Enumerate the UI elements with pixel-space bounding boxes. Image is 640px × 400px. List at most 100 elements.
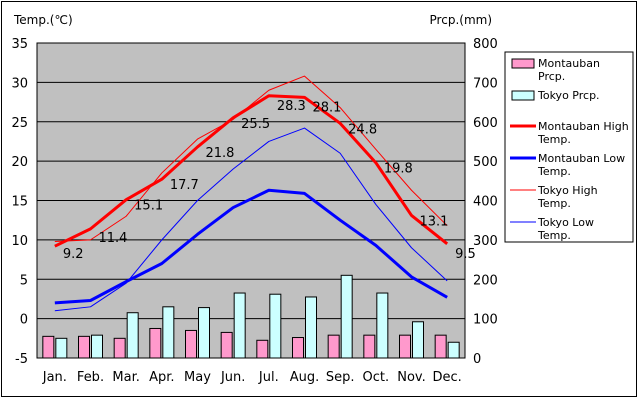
bar-montauban-prcp — [363, 334, 376, 359]
legend-label-montauban-prcp: Montauban Prcp. — [538, 57, 600, 83]
bars — [42, 274, 460, 359]
bar-tokyo-prcp — [447, 341, 460, 359]
y-right-tick-label: 200 — [473, 273, 498, 288]
data-label-montauban-high: 9.5 — [455, 247, 476, 262]
line-montauban-low — [54, 188, 448, 305]
x-tick-label: Jan. — [42, 370, 67, 385]
data-label-montauban-high: 13.1 — [420, 214, 449, 229]
y-right-tick-label: 300 — [473, 234, 498, 249]
y-left-tick-label: 10 — [11, 234, 28, 249]
data-label-montauban-high: 11.4 — [99, 231, 128, 246]
legend-swatch-montauban-prcp — [511, 58, 535, 69]
data-label-montauban-high: 28.3 — [277, 99, 306, 114]
legend-text-montauban-prcp: Montauban — [538, 57, 600, 70]
y-left-ticks: -5 0 5 10 15 20 25 30 35 — [11, 37, 28, 367]
bar-montauban-prcp — [42, 335, 55, 359]
legend-text-montauban-high: Montauban High — [538, 120, 629, 133]
legend-text-tokyo-high: Tokyo High — [537, 184, 598, 197]
bar-montauban-prcp — [113, 337, 126, 359]
data-label-montauban-high: 21.8 — [206, 146, 235, 161]
x-tick-label: May — [184, 370, 211, 385]
x-ticks: Jan. Feb. Mar. Apr. May Jun. Jul. Aug. Sep. Oct. N… — [42, 370, 462, 385]
y-right-tick-label: 100 — [473, 313, 498, 328]
y-right-tick-label: 800 — [473, 37, 498, 52]
x-tick-label: Mar. — [112, 370, 139, 385]
legend: Montauban Prcp. Tokyo Prcp. Montauban Hig… — [504, 51, 634, 243]
grid-lines — [37, 81, 465, 320]
bar-tokyo-prcp — [376, 292, 389, 359]
bar-tokyo-prcp — [126, 312, 139, 359]
legend-label-montauban-high: Montauban High Temp. — [537, 120, 629, 146]
data-label-montauban-high: 25.5 — [241, 117, 270, 132]
data-label-montauban-high: 9.2 — [63, 247, 84, 262]
bar-tokyo-prcp — [162, 306, 175, 359]
y-left-tick-label: 15 — [11, 195, 28, 210]
bar-tokyo-prcp — [198, 307, 210, 359]
x-tick-label: Jun. — [220, 370, 245, 385]
line-tokyo-low — [54, 127, 448, 312]
x-tick-label: Nov. — [397, 370, 426, 385]
data-labels: 9.2 11.4 15.1 17.7 21.8 25.5 28.3 28.1 24.8 19.8 1… — [63, 99, 476, 262]
legend-text-line2: Prcp. — [538, 70, 565, 83]
legend-text-line2: Temp. — [537, 229, 571, 242]
x-tick-label: Oct. — [363, 370, 390, 385]
x-tick-label: Sep. — [326, 370, 355, 385]
bar-montauban-prcp — [220, 331, 233, 359]
x-tick-label: Apr. — [149, 370, 174, 385]
legend-swatch-tokyo-prcp — [511, 90, 535, 101]
y-left-tick-label: 5 — [20, 273, 28, 288]
y-left-tick-label: 20 — [11, 155, 28, 170]
y-right-axis-label: Prcp.(mm) — [430, 13, 492, 27]
y-left-tick-label: -5 — [15, 352, 28, 367]
bar-montauban-prcp — [434, 334, 447, 359]
data-label-montauban-high: 15.1 — [134, 199, 163, 214]
legend-text-tokyo-low: Tokyo Low — [537, 216, 594, 229]
bar-montauban-prcp — [327, 334, 340, 359]
y-right-tick-label: 700 — [473, 76, 498, 91]
bar-montauban-prcp — [256, 339, 269, 359]
x-tick-label: Dec. — [433, 370, 462, 385]
y-right-tick-label: 500 — [473, 155, 498, 170]
x-tick-label: Jul. — [258, 370, 279, 385]
bar-tokyo-prcp — [55, 337, 68, 359]
legend-label-tokyo-prcp: Tokyo Prcp. — [537, 89, 600, 102]
y-left-tick-label: 30 — [11, 76, 28, 91]
y-right-tick-label: 600 — [473, 116, 498, 131]
y-left-tick-label: 0 — [20, 313, 28, 328]
y-right-tick-label: 400 — [473, 195, 498, 210]
bar-montauban-prcp — [292, 337, 304, 359]
line-montauban-high — [54, 94, 449, 248]
y-right-tick-label: 0 — [473, 352, 481, 367]
legend-text-line2: Temp. — [537, 133, 571, 146]
legend-label-tokyo-high: Tokyo High Temp. — [537, 184, 598, 210]
y-right-ticks: 0 100 200 300 400 500 600 700 800 — [473, 37, 498, 367]
data-label-montauban-high: 24.8 — [348, 122, 377, 137]
legend-box — [504, 51, 634, 243]
bar-tokyo-prcp — [340, 274, 353, 359]
legend-label-tokyo-low: Tokyo Low Temp. — [537, 216, 594, 242]
y-left-axis-label: Temp.(℃) — [13, 13, 73, 27]
bar-tokyo-prcp — [91, 334, 103, 359]
line-tokyo-high — [54, 75, 448, 242]
data-label-montauban-high: 28.1 — [313, 100, 342, 115]
bar-montauban-prcp — [185, 329, 197, 359]
series-lines — [54, 75, 449, 312]
x-tick-label: Feb. — [77, 370, 104, 385]
bar-montauban-prcp — [149, 327, 162, 359]
bar-tokyo-prcp — [412, 321, 424, 359]
legend-text-montauban-low: Montauban Low — [538, 152, 625, 165]
bar-tokyo-prcp — [233, 292, 246, 359]
x-tick-label: Aug. — [290, 370, 320, 385]
legend-text-line2: Temp. — [537, 165, 571, 178]
bar-montauban-prcp — [399, 334, 411, 359]
y-left-tick-label: 25 — [11, 116, 28, 131]
y-left-tick-label: 35 — [11, 37, 28, 52]
bar-tokyo-prcp — [305, 296, 317, 359]
bar-montauban-prcp — [78, 335, 90, 359]
legend-label-montauban-low: Montauban Low Temp. — [537, 152, 625, 178]
legend-text-line2: Temp. — [537, 197, 571, 210]
data-label-montauban-high: 19.8 — [384, 162, 413, 177]
data-label-montauban-high: 17.7 — [170, 178, 199, 193]
bar-tokyo-prcp — [269, 293, 282, 359]
